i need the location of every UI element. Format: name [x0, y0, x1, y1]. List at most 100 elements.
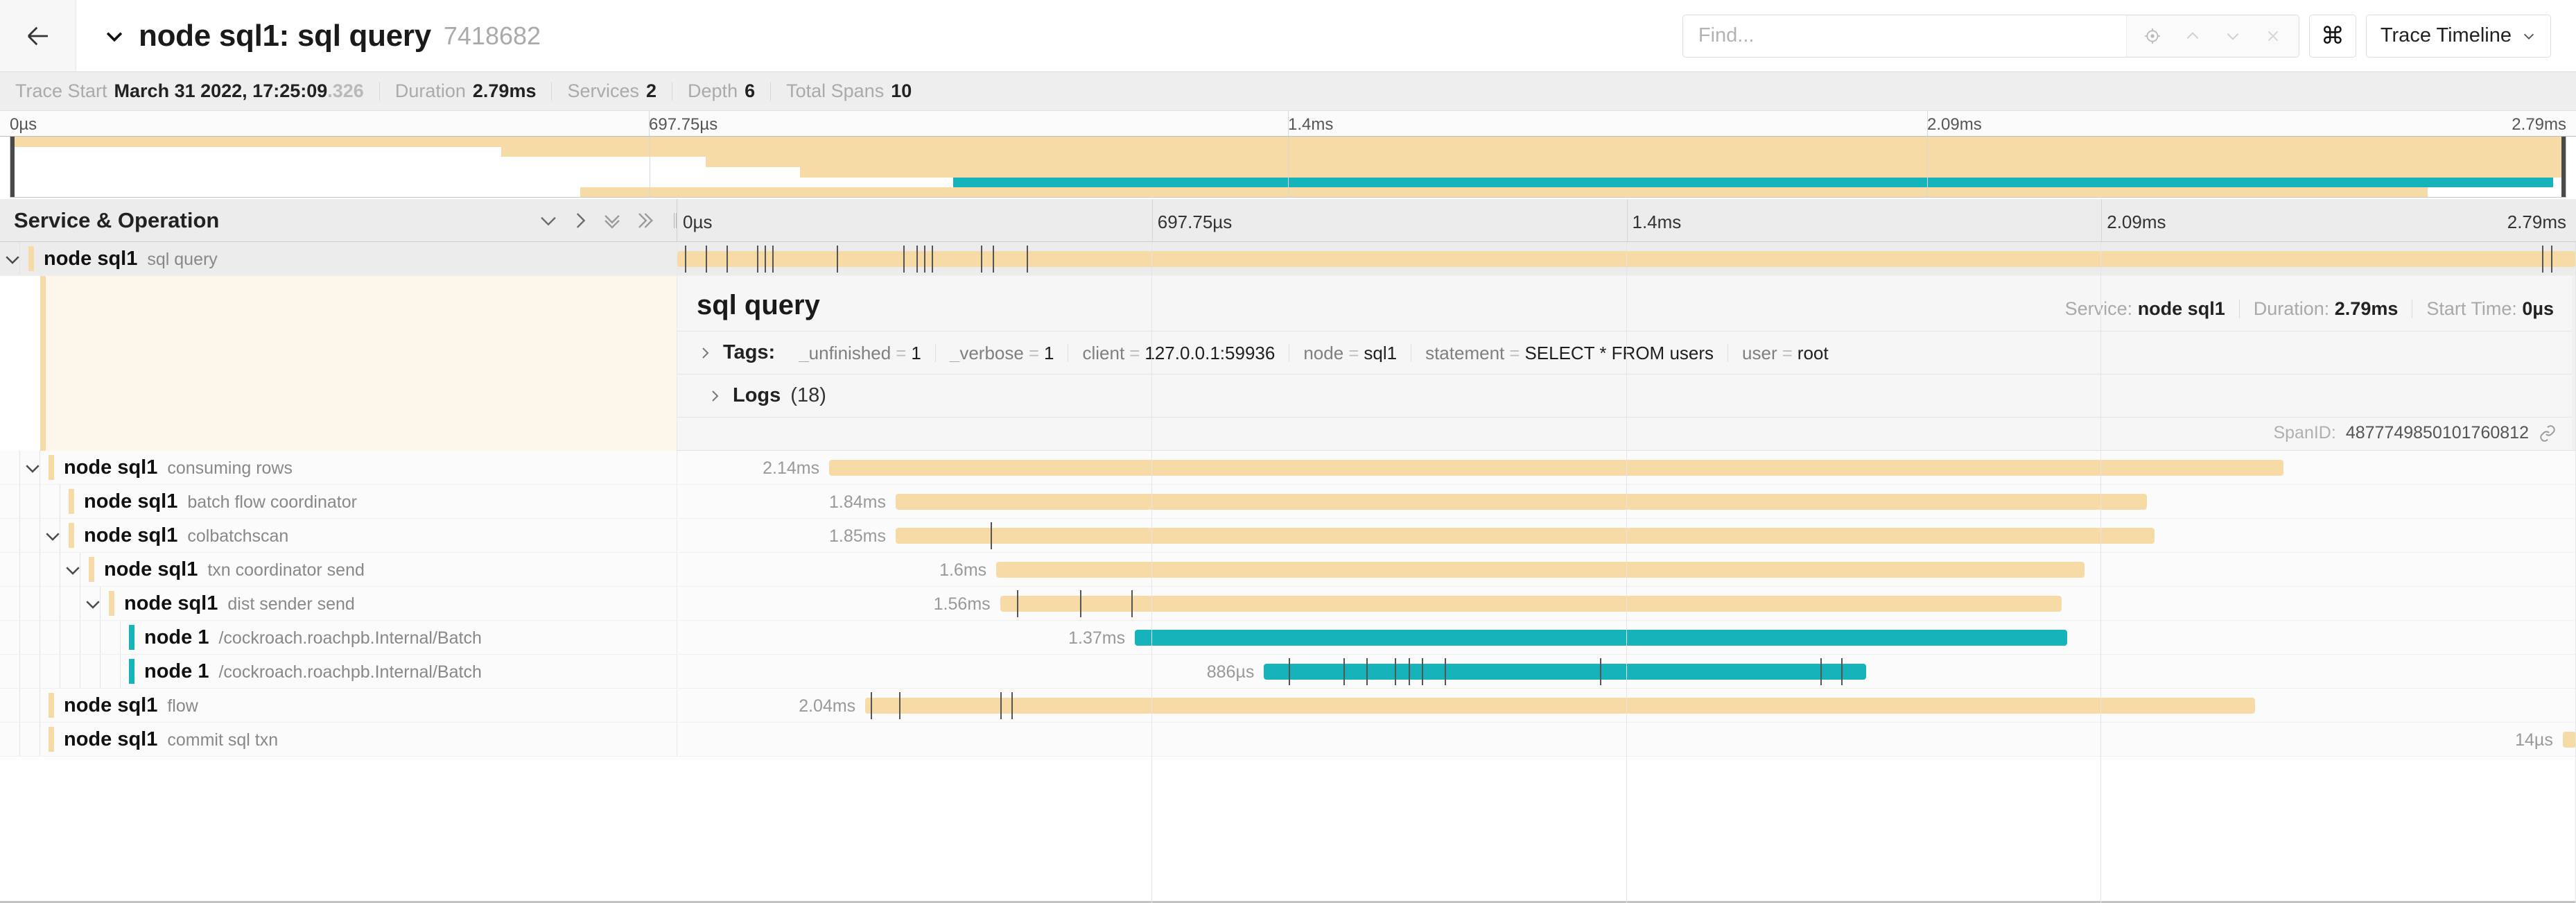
log-marker[interactable] — [992, 246, 994, 273]
log-marker[interactable] — [1366, 658, 1368, 685]
row-expand-caret[interactable] — [82, 594, 103, 614]
log-marker[interactable] — [1131, 590, 1133, 617]
table-row[interactable]: node sql1 sql query — [0, 242, 2576, 276]
minimap-drag-handle-right[interactable] — [2561, 137, 2566, 197]
span-duration-bar[interactable] — [1000, 596, 2062, 612]
chevron-right-icon[interactable] — [706, 388, 723, 404]
span-bar-cell[interactable]: 886µs — [677, 655, 2576, 688]
view-selector[interactable]: Trace Timeline — [2365, 14, 2551, 58]
logs-section[interactable]: Logs (18) — [677, 375, 2576, 418]
tags-section[interactable]: Tags: _unfinished = 1 _verbose = 1 client = 127.0… — [677, 332, 2576, 375]
log-marker[interactable] — [1017, 590, 1019, 617]
search-next-button[interactable] — [2214, 15, 2252, 57]
span-name-cell[interactable]: node sql1 consuming rows — [0, 451, 677, 484]
log-marker[interactable] — [932, 246, 934, 273]
span-name-cell[interactable]: node sql1 flow — [0, 689, 677, 722]
table-row[interactable]: node sql1 batch flow coordinator 1.84ms — [0, 485, 2576, 519]
span-duration-bar[interactable] — [829, 460, 2284, 476]
table-row[interactable]: node 1/cockroach.roachpb.Internal/Batch 8… — [0, 655, 2576, 689]
table-row[interactable]: node sql1 dist sender send 1.56ms — [0, 587, 2576, 621]
row-expand-caret[interactable] — [2, 249, 23, 270]
row-expand-caret[interactable] — [22, 458, 43, 479]
log-marker[interactable] — [1026, 246, 1028, 273]
trace-minimap[interactable]: 0µs 697.75µs 1.4ms 2.09ms 2.79ms — [0, 111, 2576, 199]
chevron-down-icon[interactable] — [537, 209, 560, 232]
log-marker[interactable] — [1395, 658, 1397, 685]
log-marker[interactable] — [1000, 692, 1002, 719]
log-marker[interactable] — [1841, 658, 1843, 685]
search-input[interactable] — [1682, 15, 2126, 57]
span-duration-bar[interactable] — [1135, 630, 2067, 646]
span-name-cell[interactable]: node 1/cockroach.roachpb.Internal/Batch — [0, 621, 677, 654]
log-marker[interactable] — [924, 246, 926, 273]
span-duration-bar[interactable] — [996, 562, 2085, 578]
back-button[interactable] — [0, 0, 76, 71]
log-marker[interactable] — [726, 246, 729, 273]
span-bar-cell[interactable]: 1.37ms — [677, 621, 2576, 654]
minimap-drag-handle-left[interactable] — [10, 137, 15, 197]
log-marker[interactable] — [1079, 590, 1081, 617]
log-marker[interactable] — [903, 246, 905, 273]
span-name-cell[interactable]: node sql1 sql query — [0, 242, 677, 275]
log-marker[interactable] — [1421, 658, 1423, 685]
log-marker[interactable] — [990, 522, 992, 549]
double-chevron-right-icon[interactable] — [632, 209, 656, 232]
link-icon[interactable] — [2539, 424, 2557, 442]
log-marker[interactable] — [1820, 658, 1822, 685]
minimap-canvas[interactable] — [10, 137, 2566, 198]
log-marker[interactable] — [916, 246, 919, 273]
chevron-right-icon[interactable] — [568, 209, 592, 232]
log-marker[interactable] — [837, 246, 839, 273]
table-row[interactable]: node 1/cockroach.roachpb.Internal/Batch 1… — [0, 621, 2576, 655]
timeline-rows[interactable]: node sql1 sql query sql query Service: node… — [0, 242, 2576, 903]
span-name-cell[interactable]: node sql1 txn coordinator send — [0, 553, 677, 586]
log-marker[interactable] — [772, 246, 774, 273]
keyboard-shortcuts-button[interactable]: ⌘ — [2308, 14, 2356, 58]
column-resize-handle[interactable] — [670, 199, 677, 241]
log-marker[interactable] — [757, 246, 759, 273]
log-marker[interactable] — [981, 246, 983, 273]
span-bar-cell[interactable] — [677, 242, 2576, 275]
chevron-right-icon[interactable] — [697, 345, 713, 361]
double-chevron-down-icon[interactable] — [600, 209, 624, 232]
log-marker[interactable] — [871, 692, 873, 719]
span-bar-cell[interactable]: 1.6ms — [677, 553, 2576, 586]
span-name-cell[interactable]: node sql1 batch flow coordinator — [0, 485, 677, 518]
log-marker[interactable] — [1444, 658, 1446, 685]
span-duration-bar[interactable] — [865, 698, 2256, 714]
log-marker[interactable] — [1011, 692, 1013, 719]
span-duration-bar[interactable] — [895, 494, 2147, 510]
span-name-cell[interactable]: node sql1 colbatchscan — [0, 519, 677, 552]
log-marker[interactable] — [1600, 658, 1602, 685]
log-marker[interactable] — [2551, 246, 2553, 273]
span-duration-bar[interactable] — [895, 528, 2155, 544]
log-marker[interactable] — [2541, 246, 2543, 273]
log-marker[interactable] — [764, 246, 766, 273]
table-row[interactable]: node sql1 commit sql txn 14µs — [0, 723, 2576, 757]
span-bar-cell[interactable]: 1.85ms — [677, 519, 2576, 552]
search-prev-button[interactable] — [2174, 15, 2211, 57]
search-target-button[interactable] — [2134, 15, 2171, 57]
span-duration-bar[interactable] — [677, 251, 2576, 267]
span-name-cell[interactable]: node sql1 dist sender send — [0, 587, 677, 620]
log-marker[interactable] — [706, 246, 708, 273]
table-row[interactable]: node sql1 consuming rows 2.14ms — [0, 451, 2576, 485]
log-marker[interactable] — [1343, 658, 1346, 685]
span-bar-cell[interactable]: 2.04ms — [677, 689, 2576, 722]
row-expand-caret[interactable] — [42, 526, 63, 547]
span-bar-cell[interactable]: 1.56ms — [677, 587, 2576, 620]
log-marker[interactable] — [1408, 658, 1410, 685]
log-marker[interactable] — [684, 246, 686, 273]
row-expand-caret[interactable] — [62, 560, 83, 580]
log-marker[interactable] — [1288, 658, 1290, 685]
table-row[interactable]: node sql1 colbatchscan 1.85ms — [0, 519, 2576, 553]
table-row[interactable]: node sql1 flow 2.04ms — [0, 689, 2576, 723]
chevron-down-icon[interactable] — [103, 24, 126, 48]
table-row[interactable]: node sql1 txn coordinator send 1.6ms — [0, 553, 2576, 587]
span-bar-cell[interactable]: 2.14ms — [677, 451, 2576, 484]
span-duration-bar[interactable] — [2562, 732, 2575, 748]
span-duration-bar[interactable] — [1264, 664, 1866, 680]
search-clear-button[interactable] — [2254, 15, 2292, 57]
span-name-cell[interactable]: node 1/cockroach.roachpb.Internal/Batch — [0, 655, 677, 688]
detail-scrollbar[interactable] — [2572, 276, 2576, 450]
